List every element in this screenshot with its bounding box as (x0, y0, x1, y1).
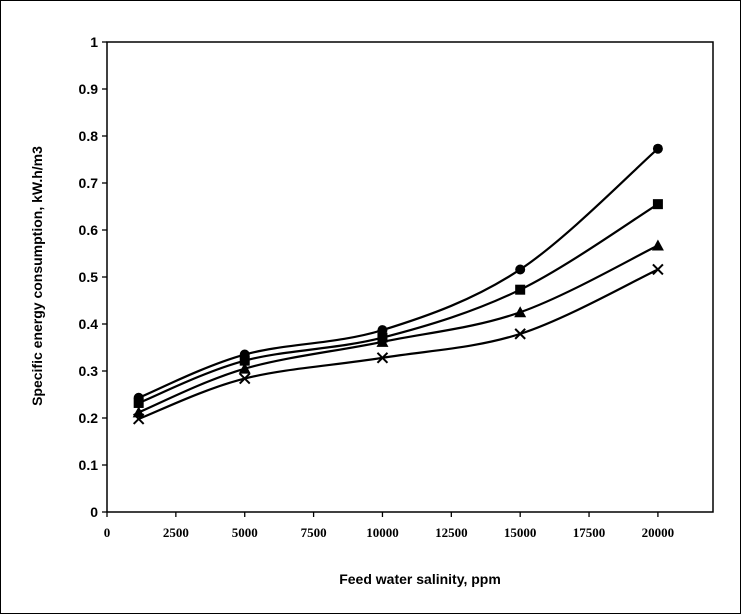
x-tick-label: 17500 (573, 525, 606, 540)
x-tick-label: 10000 (366, 525, 399, 540)
data-point-x-stroke (376, 352, 389, 364)
x-tick-label: 7500 (301, 525, 327, 540)
y-tick-label: 0.6 (79, 222, 99, 238)
series-circle (133, 143, 663, 403)
series-line-x (138, 268, 659, 420)
y-tick-label: 0.7 (79, 175, 99, 191)
data-point-x-stroke (514, 328, 526, 340)
data-point-triangle (514, 306, 527, 318)
data-point-square (515, 284, 526, 295)
data-point-triangle (651, 239, 664, 251)
x-axis-title: Feed water salinity, ppm (339, 571, 501, 587)
y-tick-label: 0.2 (79, 410, 99, 426)
data-point-triangle (376, 335, 389, 347)
x-tick-label: 20000 (642, 525, 675, 540)
series-triangle (132, 239, 664, 418)
x-tick-label: 12500 (435, 525, 468, 540)
data-point-x-stroke (132, 413, 145, 425)
data-point-x (376, 352, 389, 364)
series-square (133, 199, 663, 408)
series-x (132, 263, 664, 425)
y-tick-label: 0.4 (79, 316, 99, 332)
series-line-circle (138, 147, 659, 399)
y-tick-label: 0.5 (79, 269, 99, 285)
y-tick-label: 0.1 (79, 457, 99, 473)
data-point-x-stroke (239, 372, 251, 385)
x-tick-label: 5000 (232, 525, 258, 540)
x-tick-label: 2500 (163, 525, 189, 540)
data-point-circle (377, 325, 388, 336)
series-line-square (138, 203, 659, 404)
data-point-square (133, 397, 144, 408)
y-tick-label: 0 (90, 504, 98, 520)
axis-ticks: 0 0.1 0.2 0.3 0.4 0.5 0.6 0.7 0.8 0.9 1 0 2500 5000 75… (79, 34, 675, 540)
series-layer (132, 143, 664, 425)
data-point-circle (652, 143, 663, 154)
data-point-square (239, 355, 250, 366)
y-tick-label: 0.9 (79, 81, 99, 97)
data-point-x (514, 328, 526, 340)
x-tick-label: 0 (104, 525, 111, 540)
plot-border (106, 41, 714, 513)
plot-area (106, 41, 714, 513)
y-tick-label: 0.3 (79, 363, 99, 379)
y-tick-label: 0.8 (79, 128, 99, 144)
data-point-triangle (238, 362, 251, 374)
data-point-x (132, 413, 145, 425)
data-point-x-stroke (652, 263, 664, 276)
data-point-circle (515, 264, 526, 275)
data-point-square (652, 199, 663, 210)
data-point-x (652, 263, 664, 276)
y-axis-title: Specific energy consumption, kW.h/m3 (29, 146, 45, 406)
y-tick-label: 1 (90, 34, 98, 50)
data-point-x (239, 372, 251, 385)
x-tick-label: 15000 (504, 525, 537, 540)
